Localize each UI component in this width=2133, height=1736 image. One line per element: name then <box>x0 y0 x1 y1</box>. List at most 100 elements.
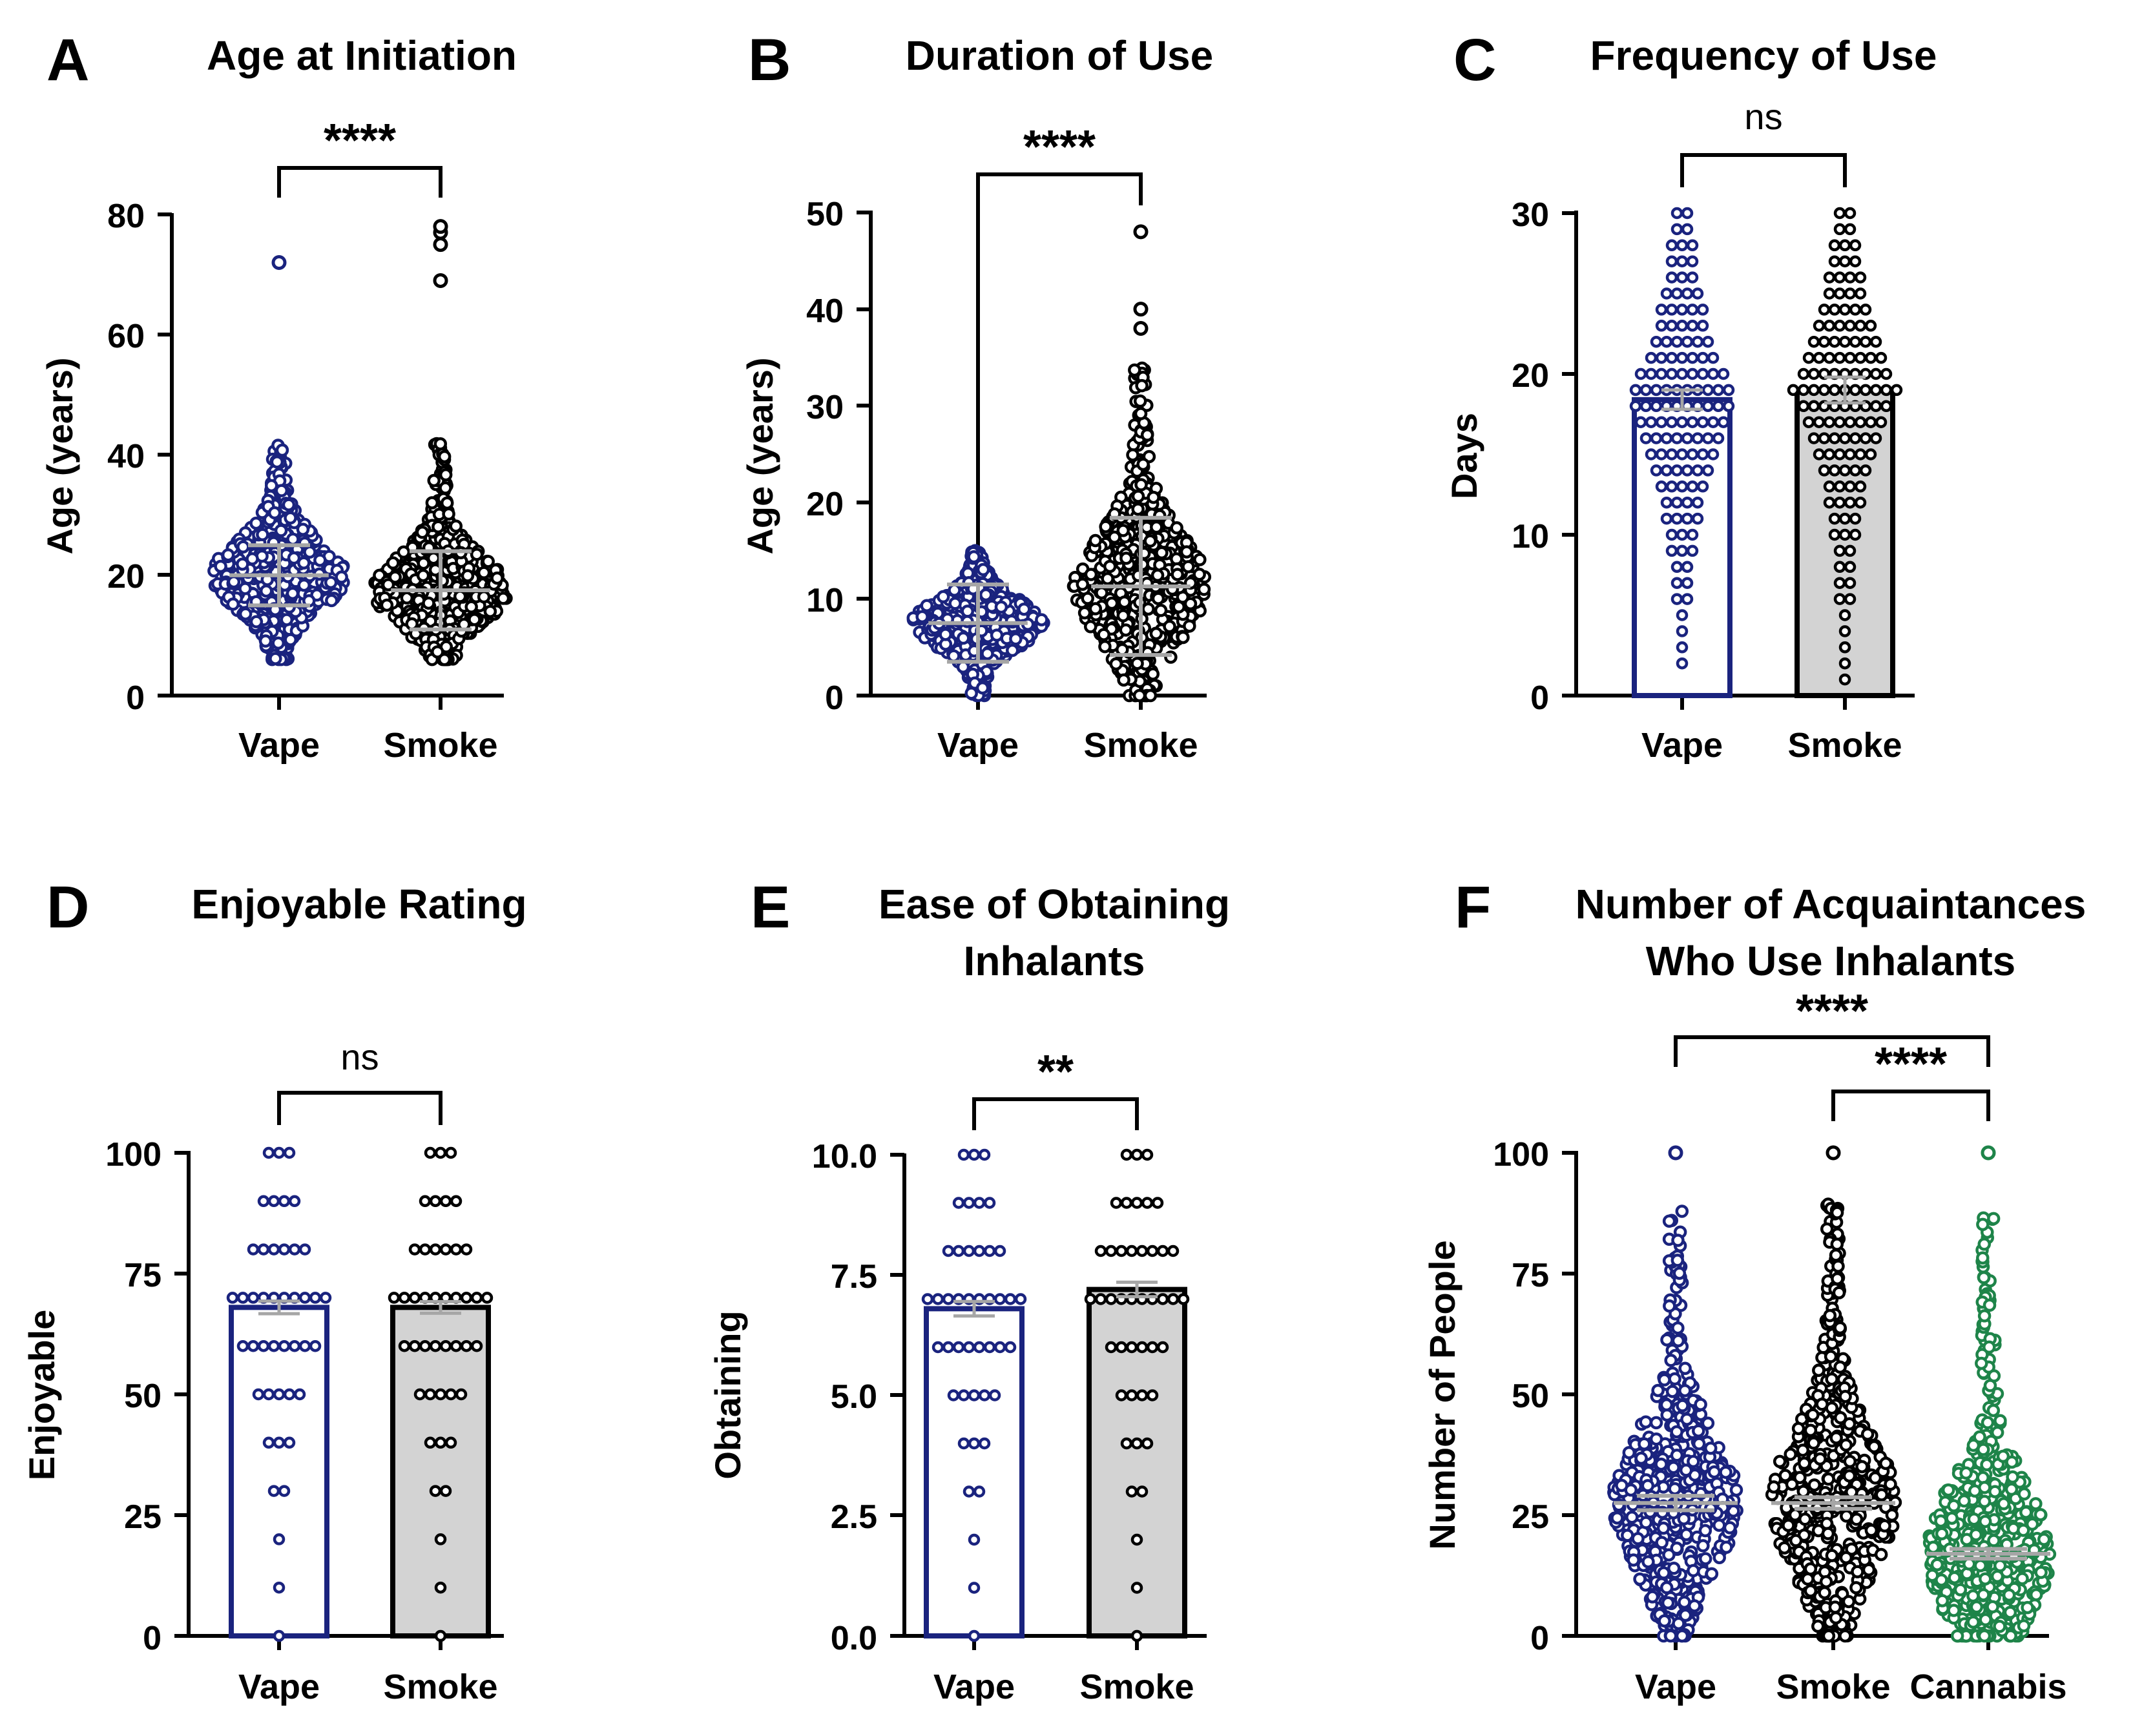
data-point <box>434 1533 447 1545</box>
y-tick-label: 25 <box>1512 1498 1549 1536</box>
data-point <box>1982 1340 1996 1354</box>
y-tick: 25 <box>1512 1498 1576 1536</box>
data-point <box>1833 577 1846 589</box>
y-tick-label: 75 <box>124 1257 161 1294</box>
data-point <box>1833 496 1846 509</box>
data-point <box>1675 1629 1689 1643</box>
data-point <box>973 1245 986 1257</box>
data-point <box>1676 255 1689 267</box>
data-point <box>1150 520 1163 534</box>
y-tick: 10.0 <box>812 1138 904 1175</box>
data-point <box>931 1293 944 1305</box>
data-point <box>1660 512 1673 525</box>
data-point <box>434 1581 447 1594</box>
y-tick-label: 60 <box>107 318 145 355</box>
data-point <box>1782 1518 1795 1533</box>
data-points <box>207 219 513 666</box>
data-points <box>226 1146 494 1642</box>
data-point <box>920 599 934 612</box>
y-tick: 40 <box>806 293 871 330</box>
data-point <box>257 1195 270 1208</box>
data-point <box>1838 528 1851 541</box>
data-point <box>1660 464 1673 477</box>
data-point <box>1773 1454 1787 1469</box>
data-point <box>1849 335 1862 348</box>
data-point <box>1655 304 1668 316</box>
data-point <box>1849 528 1862 541</box>
data-point <box>1141 602 1155 616</box>
data-point <box>453 590 467 603</box>
x-tick: Vape <box>1635 1636 1716 1706</box>
data-point <box>1670 561 1683 574</box>
data-point <box>2029 1587 2043 1602</box>
significance-label: **** <box>1796 986 1868 1037</box>
data-point <box>1639 384 1652 397</box>
data-point <box>942 1245 955 1257</box>
data-point <box>245 552 259 566</box>
data-point <box>1660 1333 1674 1347</box>
data-point <box>1005 643 1019 657</box>
x-tick-label: Vape <box>933 1668 1015 1706</box>
data-point <box>439 468 453 482</box>
data-point <box>439 1339 452 1352</box>
data-point <box>1675 1204 1689 1218</box>
data-point <box>1676 1399 1689 1412</box>
x-tick-label: Vape <box>238 1668 320 1706</box>
data-point <box>1849 1513 1864 1526</box>
data-point <box>252 1388 265 1401</box>
panel-letter: A <box>47 27 89 93</box>
data-point <box>1133 224 1149 240</box>
data-point <box>1670 335 1683 348</box>
y-tick-label: 50 <box>124 1378 161 1415</box>
data-point <box>2029 1497 2043 1511</box>
data-point <box>278 1339 291 1352</box>
data-point <box>1686 448 1699 460</box>
data-point <box>1676 416 1689 428</box>
y-tick: 50 <box>806 196 871 233</box>
y-tick: 50 <box>1512 1378 1576 1415</box>
data-point <box>1183 597 1198 611</box>
data-point <box>962 1341 975 1354</box>
data-point <box>1694 1398 1707 1411</box>
data-point <box>1862 1563 1876 1576</box>
data-point <box>1665 304 1678 316</box>
data-point <box>1625 1510 1639 1524</box>
y-axis: 0.0 2.5 5.0 7.5 10.0 Obtaining <box>707 1138 906 1657</box>
data-point <box>1125 1389 1138 1401</box>
data-point <box>1696 367 1709 380</box>
data-point <box>2021 1600 2034 1615</box>
data-point <box>1885 1508 1899 1522</box>
x-tick-label: Cannabis <box>1909 1668 2066 1706</box>
data-point <box>962 1197 975 1209</box>
data-point <box>1641 1555 1655 1569</box>
panel-title: Enjoyable Rating <box>191 881 526 927</box>
x-tick-label: Smoke <box>1079 1668 1194 1706</box>
data-point <box>1140 428 1154 442</box>
data-point <box>1141 1437 1154 1450</box>
data-point <box>1077 606 1092 620</box>
data-point <box>1977 1309 1992 1323</box>
data-point <box>1108 530 1121 544</box>
data-point <box>1146 1245 1159 1257</box>
data-point <box>1784 1447 1797 1462</box>
data-point <box>1634 416 1647 428</box>
data-point <box>1678 1361 1692 1375</box>
data-point <box>1156 1341 1169 1354</box>
panel-e: E Ease of Obtaining Inhalants 0.0 2.5 5.… <box>707 874 1230 1706</box>
data-point <box>1686 416 1699 428</box>
data-point <box>1707 448 1720 460</box>
data-point <box>273 1533 286 1545</box>
data-point <box>1833 1321 1847 1335</box>
data-point <box>1993 1620 2006 1633</box>
data-point <box>994 1245 1006 1257</box>
data-point <box>1629 384 1642 397</box>
data-point <box>1105 1293 1118 1305</box>
data-point <box>1125 1341 1138 1354</box>
data-point <box>1681 287 1694 300</box>
data-point <box>460 1339 473 1352</box>
data-point <box>267 1195 280 1208</box>
data-point <box>283 1146 296 1159</box>
data-point <box>425 496 439 510</box>
data-point <box>1973 1430 1986 1444</box>
data-point <box>1838 304 1851 316</box>
